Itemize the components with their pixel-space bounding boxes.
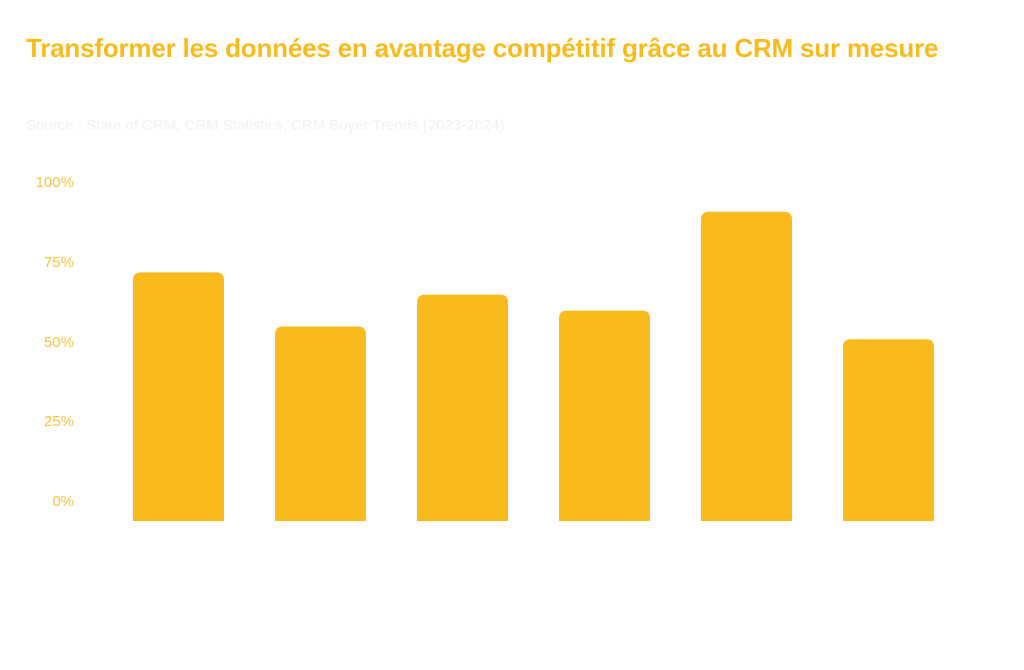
bar-3 <box>417 294 508 521</box>
bar-6 <box>843 339 934 521</box>
bar-5 <box>701 211 792 521</box>
y-tick-label: 0% <box>52 493 74 510</box>
y-tick-label: 75% <box>43 253 74 271</box>
chart-title: Transformer les données en avantage comp… <box>26 33 939 63</box>
y-tick-label: 50% <box>43 333 74 351</box>
bar-2 <box>275 326 366 521</box>
y-tick-label: 25% <box>43 413 74 431</box>
chart-subtitle: Source : State of CRM, CRM Statistics, C… <box>26 117 505 134</box>
y-tick-label: 100% <box>35 174 74 191</box>
bar-4 <box>559 310 650 521</box>
bar-1 <box>133 272 224 521</box>
